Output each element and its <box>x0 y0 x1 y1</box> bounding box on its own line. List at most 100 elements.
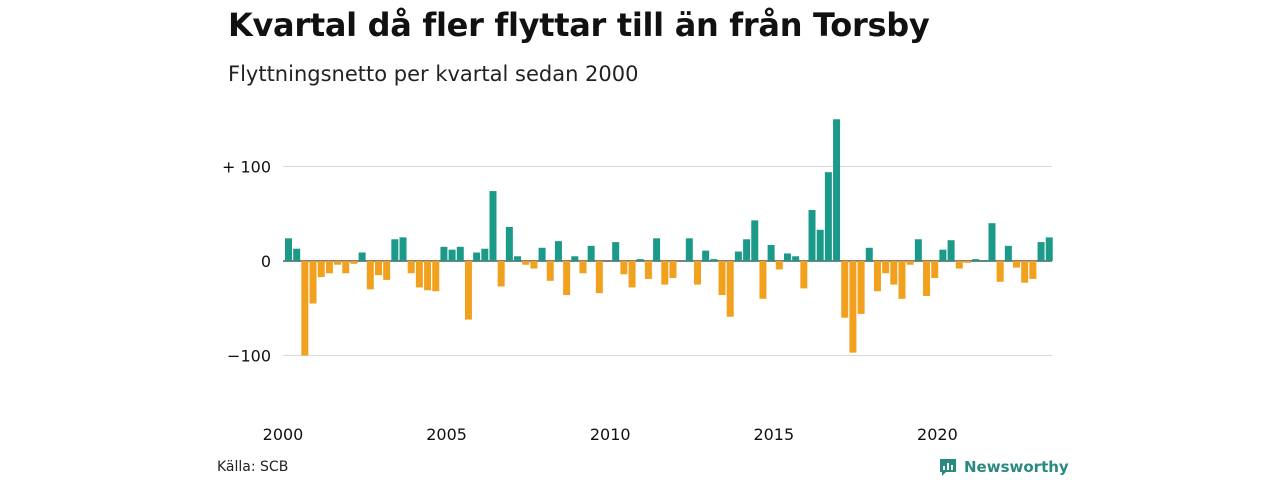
x-tick-label: 2010 <box>590 425 631 444</box>
bar: 2020 Q1: 12 <box>939 249 947 261</box>
bar: 2021 Q2: 1 <box>980 260 988 261</box>
bar: 2019 Q3: -37 <box>923 261 931 296</box>
bar: 2023 Q2: 25 <box>1045 237 1053 262</box>
bar: 2015 Q3: 5 <box>792 256 800 261</box>
chart-subtitle: Flyttningsnetto per kvartal sedan 2000 <box>228 62 639 86</box>
bar: 2008 Q3: -36 <box>563 261 571 296</box>
bar: 2014 Q4: 17 <box>767 244 775 261</box>
y-tick-label: + 100 <box>222 158 271 177</box>
bar: 2005 Q4: 9 <box>473 252 481 261</box>
bar: 2015 Q2: 8 <box>783 253 791 261</box>
x-tick-label: 2020 <box>917 425 958 444</box>
bar: 2006 Q4: 36 <box>505 226 513 261</box>
bar: 2022 Q4: -19 <box>1029 261 1037 279</box>
bar: 2005 Q3: -62 <box>464 261 472 320</box>
bar: 2011 Q3: -25 <box>661 261 669 285</box>
bar: 2001 Q1: -17 <box>317 261 325 278</box>
bar: 2000 Q4: -45 <box>309 261 317 304</box>
newsworthy-logo-icon <box>940 459 956 476</box>
bar: 2006 Q2: 74 <box>489 191 497 261</box>
bar: 2000 Q2: 13 <box>293 248 301 262</box>
bar: 2002 Q3: -30 <box>366 261 374 290</box>
bar: 2019 Q2: 23 <box>914 239 922 261</box>
bar: 2001 Q3: -4 <box>334 261 342 265</box>
bar: 2003 Q1: -20 <box>383 261 391 280</box>
bar: 2014 Q1: 23 <box>743 239 751 261</box>
source-note: Källa: SCB <box>217 459 289 475</box>
x-tick-label: 2005 <box>426 425 467 444</box>
bar: 2014 Q2: 43 <box>751 220 759 261</box>
bar: 2020 Q2: 22 <box>947 240 955 261</box>
bar: 2012 Q4: 11 <box>702 250 710 261</box>
bar: 2010 Q2: -14 <box>620 261 628 275</box>
bar: 2022 Q3: -23 <box>1021 261 1029 283</box>
bar: 2009 Q3: -34 <box>595 261 603 294</box>
bar: 2018 Q3: -25 <box>890 261 898 285</box>
bar: 2023 Q1: 20 <box>1037 242 1045 261</box>
bar: 2013 Q3: -59 <box>726 261 734 317</box>
bar: 2009 Q1: -13 <box>579 261 587 274</box>
bar: 2004 Q4: 15 <box>440 246 448 261</box>
bar: 2013 Q2: -36 <box>718 261 726 296</box>
brand-name: Newsworthy <box>964 458 1069 476</box>
bar: 2006 Q3: -27 <box>497 261 505 287</box>
bar: 2014 Q3: -40 <box>759 261 767 299</box>
bars: 2000 Q1: 242000 Q2: 132000 Q3: -1002000 … <box>285 119 1053 356</box>
bar: 2008 Q4: 5 <box>571 256 579 261</box>
bar: 2012 Q2: 24 <box>685 238 693 261</box>
bar: 2021 Q4: -22 <box>996 261 1004 282</box>
x-tick-label: 2015 <box>753 425 794 444</box>
bar: 2021 Q3: 40 <box>988 223 996 261</box>
bar: 2017 Q3: -56 <box>857 261 865 314</box>
bar: 2008 Q1: -21 <box>546 261 554 281</box>
bar: 2017 Q1: -60 <box>841 261 849 318</box>
bar: 2015 Q1: -9 <box>775 261 783 270</box>
y-tick-label: 0 <box>261 252 271 271</box>
bar: 2000 Q3: -100 <box>301 261 309 356</box>
bar: 2016 Q4: 150 <box>833 119 841 261</box>
bar: 2007 Q2: -4 <box>522 261 530 265</box>
bar: 2010 Q3: -28 <box>628 261 636 288</box>
bar: 2007 Q3: -8 <box>530 261 538 269</box>
bar: 2017 Q4: 14 <box>865 247 873 261</box>
bar: 2012 Q3: -25 <box>694 261 701 285</box>
y-tick-label: −100 <box>227 347 271 366</box>
bar: 2022 Q2: -7 <box>1013 261 1021 268</box>
bar: 2011 Q1: -19 <box>644 261 652 279</box>
bar: 2004 Q3: -32 <box>432 261 440 292</box>
bar: 2013 Q4: 10 <box>734 251 742 261</box>
bar: 2000 Q1: 24 <box>285 238 292 261</box>
bar: 2003 Q3: 25 <box>399 237 407 262</box>
brand-logo: Newsworthy <box>938 457 1069 477</box>
bar: 2004 Q2: -31 <box>424 261 432 291</box>
bar: 2008 Q2: 21 <box>554 241 562 261</box>
bar: 2003 Q2: 23 <box>391 239 399 261</box>
bar: 2001 Q2: -13 <box>325 261 333 274</box>
bar: 2018 Q1: -32 <box>873 261 881 292</box>
bar: 2007 Q1: 5 <box>514 256 522 261</box>
bar: 2002 Q2: 9 <box>358 252 366 261</box>
bar: 2002 Q4: -15 <box>374 261 382 276</box>
bar: 2009 Q2: 16 <box>587 245 595 261</box>
bar: 2016 Q2: 33 <box>816 229 824 261</box>
bar: 2003 Q4: -13 <box>407 261 415 274</box>
bar: 2010 Q4: 2 <box>636 259 644 261</box>
bar: 2013 Q1: 2 <box>710 259 718 261</box>
bar: 2022 Q1: 16 <box>1004 245 1012 261</box>
bar: 2001 Q4: -13 <box>342 261 350 274</box>
bar: 2016 Q3: 94 <box>824 172 832 261</box>
bar: 2017 Q2: -97 <box>849 261 857 353</box>
bar: 2006 Q1: 13 <box>481 248 489 262</box>
bar: 2011 Q4: -18 <box>669 261 677 279</box>
bar: 2016 Q1: 54 <box>808 209 816 261</box>
bar: 2007 Q4: 14 <box>538 247 546 261</box>
tick-labels: + 100 0 −100 2000 2005 2010 2015 2020 <box>222 158 958 445</box>
x-tick-label: 2000 <box>263 425 304 444</box>
bar: 2015 Q4: -29 <box>800 261 808 289</box>
bar: 2020 Q3: -8 <box>955 261 963 269</box>
bar: 2018 Q4: -40 <box>898 261 906 299</box>
bar: 2019 Q1: -4 <box>906 261 914 265</box>
bar: 2019 Q4: -18 <box>931 261 939 279</box>
bar: 2004 Q1: -28 <box>415 261 423 288</box>
